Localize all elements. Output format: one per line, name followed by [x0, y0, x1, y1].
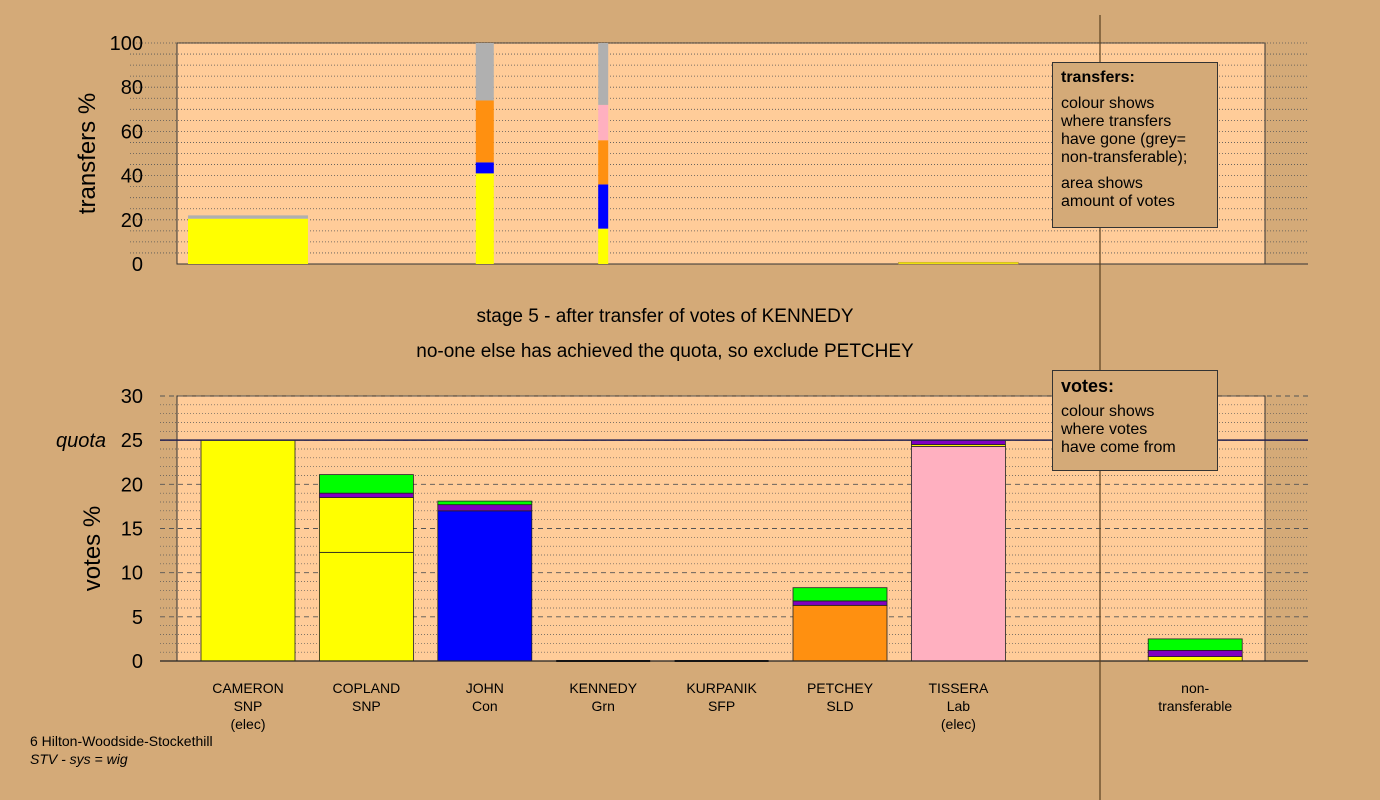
vote-segment [200, 439, 296, 662]
transfer-segment [475, 162, 494, 174]
candidate-label: CAMERON SNP (elec) [188, 679, 308, 733]
transfers-tick-label: 0 [132, 254, 143, 276]
candidate-label: TISSERA Lab (elec) [898, 679, 1018, 733]
transfer-segment [188, 218, 308, 264]
vote-segment [318, 497, 414, 553]
vote-segment [1147, 656, 1243, 662]
candidate-label: KURPANIK SFP [662, 679, 782, 715]
candidate-label-party: SFP [707, 698, 736, 714]
vote-segment [318, 474, 414, 494]
transfer-segment [598, 228, 609, 264]
transfers-tick-label: 100 [110, 33, 143, 55]
legend-transfers-line: where transfers [1061, 113, 1172, 130]
transfer-segment [475, 173, 494, 264]
candidate-label: KENNEDY Grn [543, 679, 663, 715]
candidate-label-name: TISSERA [928, 680, 989, 696]
footer-ward: 6 Hilton-Woodside-Stockethill [30, 733, 213, 749]
stage-line-1: stage 5 - after transfer of votes of KEN… [476, 306, 854, 327]
votes-tick-label: 0 [132, 651, 143, 673]
stage-line-2: no-one else has achieved the quota, so e… [416, 341, 914, 362]
vote-segment [911, 445, 1006, 662]
candidate-label-party: SNP [351, 698, 381, 714]
candidate-label: non-transferable [1135, 679, 1255, 715]
candidate-label: JOHN Con [425, 679, 545, 715]
vote-segment [792, 604, 888, 662]
vote-segment [437, 500, 533, 506]
votes-tick-label: 5 [132, 607, 143, 629]
transfer-segment [598, 104, 609, 141]
candidate-label-party: SNP [233, 698, 263, 714]
candidate-label-name: CAMERON [212, 680, 284, 696]
votes-tick-label: 15 [121, 519, 143, 541]
legend-votes-line: have come from [1061, 439, 1176, 456]
candidate-label-party: SLD [826, 698, 854, 714]
votes-tick-label: 10 [121, 563, 143, 585]
candidate-label: COPLAND SNP [306, 679, 426, 715]
candidate-label-party: transferable [1158, 698, 1233, 714]
candidate-label-name: COPLAND [332, 680, 401, 696]
candidate-label: PETCHEY SLD [780, 679, 900, 715]
candidate-label-name: KENNEDY [569, 680, 638, 696]
candidate-label-name: KURPANIK [686, 680, 757, 696]
vote-segment [1147, 650, 1243, 657]
transfers-tick-label: 60 [121, 121, 143, 143]
vote-segment [318, 551, 414, 662]
transfers-tick-label: 40 [121, 166, 143, 188]
candidate-label-party: Con [471, 698, 498, 714]
legend-votes-line: where votes [1061, 421, 1148, 438]
candidate-label-name: non- [1181, 680, 1210, 696]
transfer-segment [598, 140, 609, 185]
votes-y-axis-label: votes % [79, 506, 106, 591]
candidate-label-note: (elec) [940, 716, 976, 732]
legend-transfers-line: non-transferable); [1061, 149, 1188, 166]
legend-votes: votes: colour shows where votes have com… [1052, 370, 1218, 471]
transfer-segment [475, 100, 494, 163]
legend-votes-title: votes: [1061, 376, 1115, 396]
candidate-label-party: Lab [946, 698, 971, 714]
vote-segment [437, 510, 533, 662]
transfer-segment [475, 43, 494, 101]
votes-tick-label: 30 [121, 386, 143, 408]
candidate-label-name: JOHN [465, 680, 504, 696]
vote-segment [437, 504, 533, 512]
transfer-segment [898, 261, 1019, 265]
candidate-label-name: PETCHEY [806, 680, 874, 696]
votes-tick-label: 25 [121, 430, 143, 452]
transfers-y-axis-label: transfers % [74, 93, 101, 214]
legend-transfers-title: transfers: [1061, 69, 1135, 86]
quota-label: quota [56, 430, 106, 452]
transfers-tick-label: 20 [121, 210, 143, 232]
transfer-segment [598, 43, 609, 105]
vote-segment [1147, 638, 1243, 651]
vote-segment [792, 600, 888, 606]
legend-votes-line: colour shows [1061, 403, 1155, 420]
legend-transfers-line: amount of votes [1061, 193, 1175, 210]
transfer-segment [188, 215, 308, 219]
footer-system: STV - sys = wig [30, 751, 128, 767]
vote-segment [792, 587, 888, 602]
vote-segment [318, 492, 414, 498]
transfer-segment [598, 184, 609, 229]
legend-transfers: transfers: colour shows where transfers … [1052, 62, 1218, 228]
candidate-label-note: (elec) [230, 716, 266, 732]
legend-transfers-line: have gone (grey= [1061, 131, 1186, 148]
votes-tick-label: 20 [121, 474, 143, 496]
legend-transfers-line: colour shows [1061, 95, 1155, 112]
transfers-tick-label: 80 [121, 77, 143, 99]
legend-transfers-line: area shows [1061, 175, 1143, 192]
candidate-label-party: Grn [591, 698, 615, 714]
